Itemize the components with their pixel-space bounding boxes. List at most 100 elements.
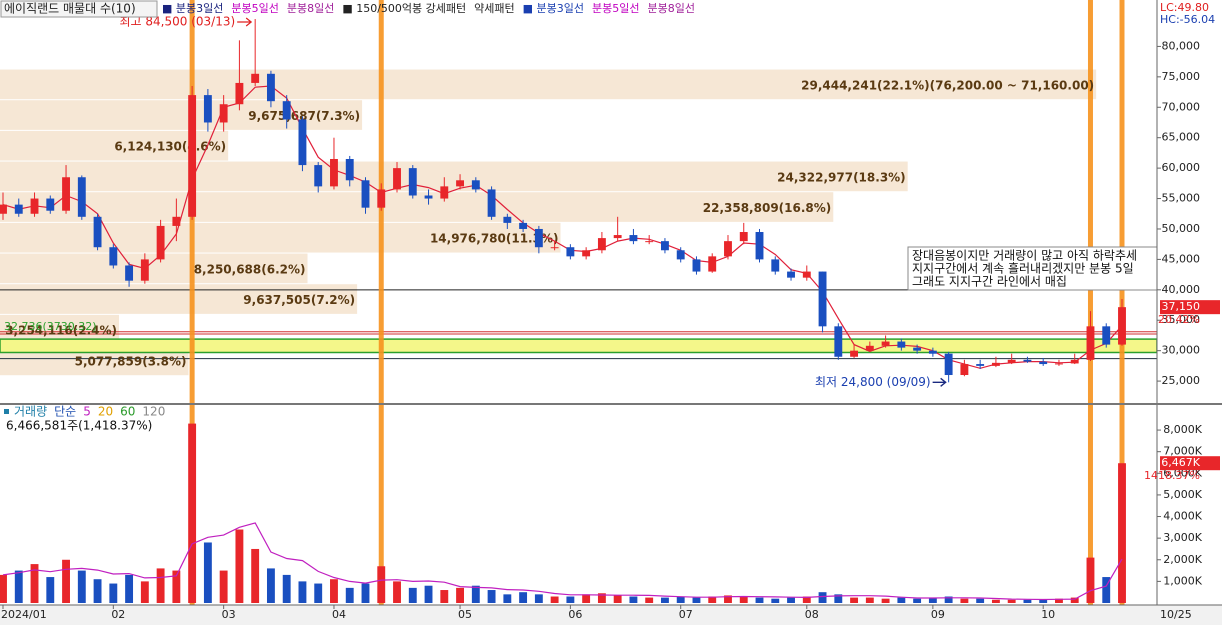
y-tick-label: 30,000	[1162, 344, 1201, 357]
note-line: 그래도 지지구간 라인에서 매집	[912, 275, 1067, 289]
profile-label: 14,976,780(11.3%)	[430, 232, 559, 246]
volume-bar	[188, 423, 197, 603]
candle-body	[46, 198, 55, 211]
y-tick-label: 60,000	[1162, 161, 1201, 174]
profile-band	[0, 192, 834, 222]
candle-body	[519, 222, 528, 229]
volume-bar	[755, 597, 764, 603]
volume-bar	[991, 599, 1000, 603]
volume-bar	[944, 596, 953, 603]
y-tick-label: 50,000	[1162, 222, 1201, 235]
volume-bar	[93, 579, 102, 603]
candle-body	[1118, 307, 1126, 345]
volume-tick-label: 3,000K	[1163, 531, 1202, 544]
profile-label: 8,250,688(6.2%)	[194, 262, 306, 276]
volume-bar	[203, 542, 212, 603]
volume-bar	[1086, 557, 1095, 603]
volume-bar	[393, 581, 401, 603]
volume-bar	[865, 597, 874, 603]
candle-body	[787, 271, 795, 278]
volume-bar	[566, 596, 575, 603]
hc-label: HC:-56.04	[1160, 13, 1215, 26]
candle-body	[0, 204, 7, 214]
volume-bar	[440, 590, 449, 603]
candle-body	[424, 195, 433, 199]
volume-bar	[235, 529, 244, 603]
volume-legend-item: 120	[142, 405, 165, 419]
candle-body	[156, 225, 165, 260]
profile-label: 29,444,241(22.1%)(76,200.00 ~ 71,160.00)	[801, 78, 1094, 92]
low-arrow	[932, 377, 947, 387]
candle-body	[503, 216, 512, 223]
candle-body	[1039, 361, 1048, 365]
candle-body	[1007, 359, 1016, 363]
volume-bar	[424, 585, 433, 603]
volume-bar	[125, 574, 134, 603]
candle-body	[314, 165, 323, 187]
y-tick-label: 40,000	[1162, 283, 1201, 296]
volume-bar	[676, 596, 685, 603]
volume-bar	[314, 583, 323, 603]
volume-tick-label: 5,000K	[1163, 488, 1202, 501]
volume-bar	[1007, 599, 1016, 603]
volume-bar	[771, 598, 780, 603]
volume-bar	[0, 574, 7, 603]
candle-body	[1023, 359, 1032, 362]
candle-body	[724, 241, 732, 257]
panel-separator	[0, 403, 1222, 405]
volume-bar	[156, 568, 165, 603]
candle-body	[251, 73, 260, 83]
candle-body	[361, 180, 370, 208]
candle-body	[282, 101, 291, 120]
volume-bar	[692, 597, 701, 603]
low-note: 최저 24,800 (09/09)	[815, 375, 931, 389]
candle-body	[865, 345, 874, 351]
y-tick-label: 75,000	[1162, 70, 1201, 83]
candle-body	[818, 271, 827, 327]
lc-label: LC:49.80	[1160, 1, 1209, 14]
y-tick-label: 35,000	[1162, 313, 1201, 326]
candle-body	[125, 265, 134, 281]
candle-body	[456, 180, 464, 187]
x-tick-label: 02	[111, 608, 125, 621]
candle-body	[487, 189, 496, 217]
volume-bar	[140, 581, 149, 603]
candle-body	[93, 216, 102, 248]
volume-tick-label: 8,000K	[1163, 423, 1202, 436]
candle-body	[203, 95, 212, 123]
profile-band	[0, 253, 308, 284]
volume-bar	[739, 596, 748, 603]
volume-bar	[534, 594, 543, 603]
volume-bar	[251, 548, 260, 603]
volume-bar	[1118, 463, 1126, 603]
volume-bar	[645, 597, 654, 603]
zone-label: 32,736(3730.32)	[4, 320, 97, 333]
candle-body	[471, 180, 480, 190]
legend-item: 분봉5일선	[592, 1, 639, 15]
candle-body	[1102, 326, 1111, 345]
candle-body	[708, 256, 717, 272]
candle-body	[755, 232, 764, 260]
volume-summary: 6,466,581주(1,418.37%)	[6, 419, 152, 433]
volume-bar	[487, 590, 496, 603]
profile-band	[0, 222, 561, 253]
profile-label: 24,322,977(18.3%)	[777, 170, 906, 184]
candle-body	[960, 364, 969, 376]
profile-label: 5,077,859(3.8%)	[75, 354, 187, 368]
candle-body	[377, 189, 386, 208]
candle-body	[550, 247, 559, 249]
candle-body	[77, 177, 86, 217]
candle-body	[1055, 363, 1063, 365]
title-box	[0, 0, 158, 18]
note-line: 지지구간에서 계속 흘러내리겠지만 분봉 5일	[912, 262, 1134, 276]
volume-legend-item: 60	[120, 405, 135, 419]
volume-bar	[361, 583, 370, 603]
profile-label: 6,124,130(4.6%)	[114, 140, 226, 154]
volume-bar	[897, 597, 906, 603]
candle-body	[771, 259, 780, 272]
support-zone	[0, 338, 1158, 354]
volume-legend-item: 단순	[54, 405, 76, 419]
candle-body	[991, 362, 1000, 366]
volume-ma	[2, 522, 1123, 601]
volume-bar	[818, 592, 827, 603]
